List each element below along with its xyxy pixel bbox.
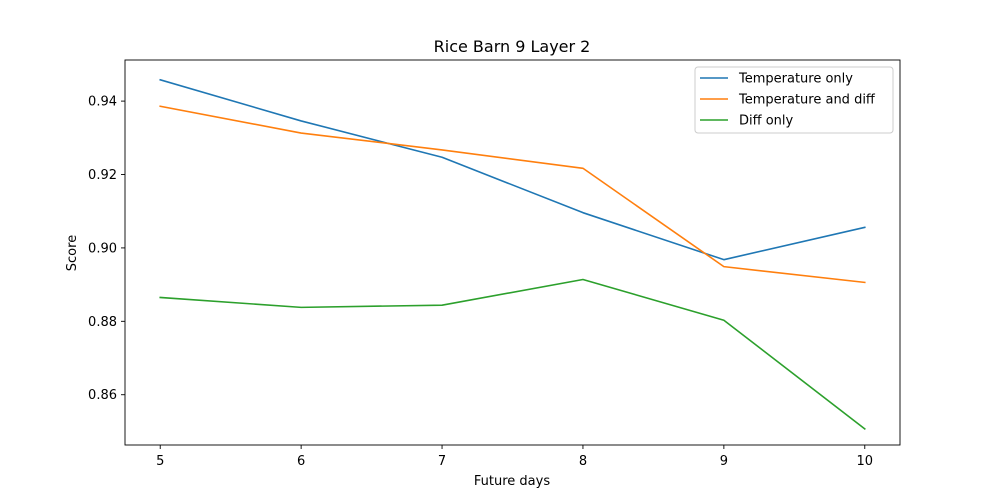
y-tick-label: 0.86 [88,388,117,403]
x-tick-label: 10 [856,454,873,469]
legend-label-2: Temperature and diff [738,93,876,108]
x-tick-label: 9 [720,454,728,469]
y-tick-label: 0.90 [88,241,117,256]
series-line-3 [159,278,866,430]
legend-box [694,66,894,134]
y-axis-label: Score [65,235,80,271]
x-tick-label: 8 [579,454,587,469]
x-tick-label: 5 [156,454,164,469]
chart-title: Rice Barn 9 Layer 2 [434,37,591,56]
x-tick-label: 7 [438,454,446,469]
legend-label-3: Diff only [739,114,794,129]
axes-frame [124,59,901,446]
series-line-1 [159,78,866,261]
legend: Temperature only Temperature and diff Diff… [694,66,894,134]
series-line-2 [159,105,866,284]
x-axis-label: Future days [474,474,550,489]
y-tick-label: 0.94 [88,95,117,110]
y-tick-label: 0.92 [88,168,117,183]
x-tick-label: 6 [297,454,305,469]
y-tick-label: 0.88 [88,315,117,330]
legend-label-1: Temperature only [738,72,853,87]
plot-area: 5 6 7 8 9 10 0.86 0.88 0.90 0.92 0.94 Temperature o… [88,59,901,469]
